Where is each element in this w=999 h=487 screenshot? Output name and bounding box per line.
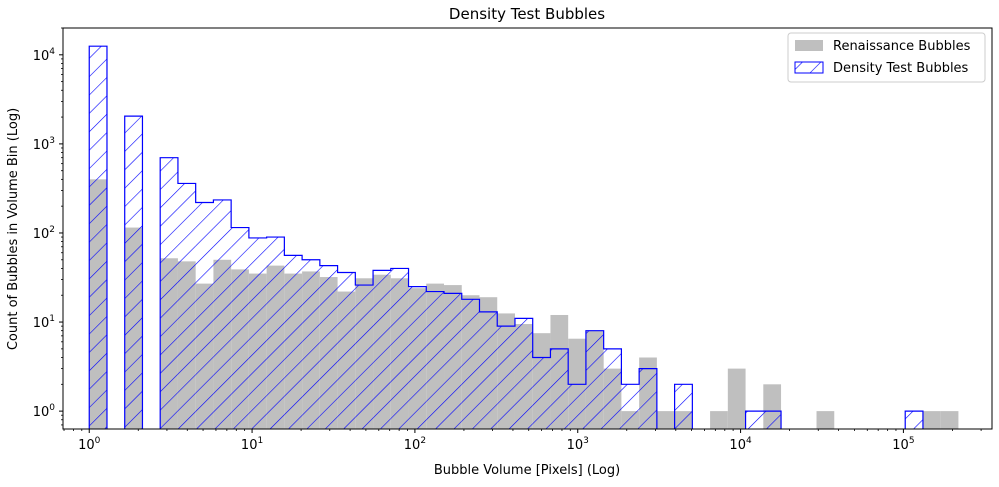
renaissance-bar: [816, 411, 835, 429]
density-bar: [390, 268, 409, 429]
renaissance-bar: [710, 411, 728, 429]
density-bar: [905, 411, 923, 429]
x-axis-label: Bubble Volume [Pixels] (Log): [434, 463, 620, 478]
density-bar: [213, 199, 232, 429]
legend-label-renaissance: Renaissance Bubbles: [833, 39, 971, 54]
legend-swatch-renaissance: [795, 40, 823, 51]
y-axis-ticks: 100 101 102 103 104: [33, 47, 63, 420]
density-bar: [479, 311, 498, 429]
density-bar: [319, 265, 338, 429]
density-bar: [302, 259, 320, 429]
density-bar: [355, 285, 374, 429]
density-bar: [514, 318, 533, 429]
density-bar: [585, 330, 604, 429]
density-bar: [444, 293, 462, 429]
renaissance-bar: [940, 411, 959, 429]
density-bar: [532, 357, 551, 429]
density-bar: [550, 348, 569, 429]
density-bar: [639, 368, 657, 429]
x-tick-label: 100: [78, 436, 101, 453]
y-tick-label: 101: [33, 314, 55, 331]
density-bar: [603, 348, 622, 429]
y-tick-label: 104: [33, 47, 56, 64]
plot-frame: [62, 27, 993, 430]
x-tick-label: 101: [241, 436, 263, 453]
x-minor-ticks: [63, 429, 982, 431]
renaissance-bar: [922, 411, 941, 429]
density-bar: [461, 299, 480, 429]
x-tick-label: 102: [404, 436, 426, 453]
density-bar: [266, 237, 285, 429]
x-tick-label: 105: [892, 436, 914, 453]
y-tick-label: 100: [33, 403, 56, 420]
renaissance-bar: [656, 411, 675, 429]
density-bars: [89, 46, 923, 430]
y-axis-label: Count of Bubbles in Volume Bin (Log): [6, 108, 21, 350]
density-bar: [745, 411, 764, 429]
density-bar: [568, 384, 586, 429]
density-bar: [408, 286, 427, 429]
y-minor-ticks: [61, 27, 63, 426]
x-axis-ticks: 100 101 102 103 104 105: [78, 429, 915, 453]
legend-label-density: Density Test Bubbles: [833, 61, 969, 76]
density-bar: [231, 227, 249, 429]
legend-swatch-density: [794, 61, 824, 74]
density-bar: [373, 270, 391, 429]
density-bar: [177, 183, 196, 429]
density-bar: [621, 384, 640, 429]
density-outline: [88, 45, 924, 429]
y-tick-label: 103: [33, 136, 55, 153]
density-bar: [195, 202, 214, 429]
density-bar: [284, 255, 303, 429]
density-bar: [89, 46, 107, 430]
legend: Renaissance Bubbles Density Test Bubbles: [787, 32, 986, 83]
x-tick-label: 104: [729, 436, 752, 453]
density-bar: [674, 384, 693, 429]
x-tick-label: 103: [567, 436, 589, 453]
renaissance-bar: [727, 368, 746, 429]
density-bar: [497, 326, 515, 429]
chart-title: Density Test Bubbles: [449, 5, 605, 23]
density-bar: [124, 116, 143, 430]
density-bar: [337, 272, 356, 429]
legend-frame: [787, 32, 986, 83]
density-bar: [160, 157, 178, 429]
density-bar: [248, 237, 267, 429]
density-bar: [763, 411, 782, 429]
density-bar: [426, 291, 445, 429]
y-tick-label: 102: [33, 225, 55, 242]
